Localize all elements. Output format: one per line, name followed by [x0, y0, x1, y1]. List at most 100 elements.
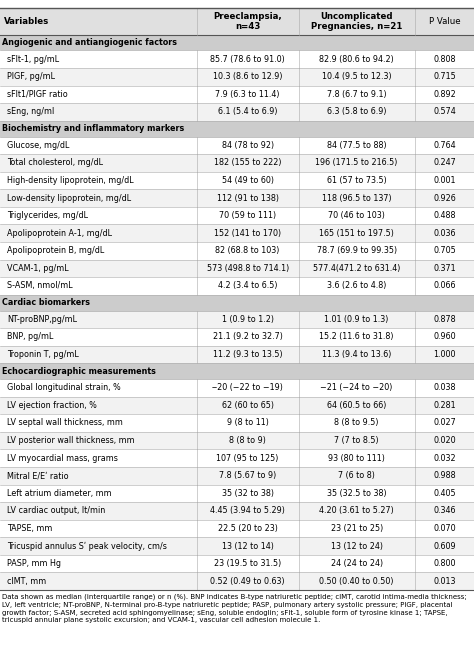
- Text: 0.988: 0.988: [433, 471, 456, 480]
- Text: Variables: Variables: [4, 17, 49, 26]
- Bar: [0, 277, 474, 295]
- Text: 118 (96.5 to 137): 118 (96.5 to 137): [322, 194, 392, 203]
- Text: 165 (151 to 197.5): 165 (151 to 197.5): [319, 229, 394, 238]
- Text: Troponin T, pg/mL: Troponin T, pg/mL: [7, 350, 79, 359]
- Text: Left atrium diameter, mm: Left atrium diameter, mm: [7, 489, 112, 498]
- Bar: [0, 121, 474, 137]
- Text: 0.808: 0.808: [433, 55, 456, 64]
- Text: 70 (59 to 111): 70 (59 to 111): [219, 211, 276, 220]
- Text: 0.020: 0.020: [433, 436, 456, 445]
- Text: 0.371: 0.371: [433, 264, 456, 273]
- Bar: [0, 189, 474, 207]
- Text: LV cardiac output, lt/min: LV cardiac output, lt/min: [7, 507, 105, 515]
- Text: 13 (12 to 14): 13 (12 to 14): [222, 542, 273, 550]
- Text: 24 (24 to 24): 24 (24 to 24): [331, 559, 383, 568]
- Text: −21 (−24 to −20): −21 (−24 to −20): [320, 383, 393, 392]
- Text: 84 (77.5 to 88): 84 (77.5 to 88): [327, 141, 386, 150]
- Text: Angiogenic and antiangiogenic factors: Angiogenic and antiangiogenic factors: [2, 38, 177, 47]
- Text: 7 (6 to 8): 7 (6 to 8): [338, 471, 375, 480]
- Text: ‒20 (−22 to −19): ‒20 (−22 to −19): [212, 383, 283, 392]
- Text: 82 (68.8 to 103): 82 (68.8 to 103): [216, 246, 280, 255]
- Text: 0.52 (0.49 to 0.63): 0.52 (0.49 to 0.63): [210, 577, 285, 585]
- Text: 0.892: 0.892: [433, 90, 456, 99]
- Text: 7.8 (6.7 to 9.1): 7.8 (6.7 to 9.1): [327, 90, 386, 99]
- Text: 15.2 (11.6 to 31.8): 15.2 (11.6 to 31.8): [319, 332, 394, 341]
- Text: Glucose, mg/dL: Glucose, mg/dL: [7, 141, 70, 150]
- Bar: [0, 379, 474, 396]
- Text: 0.574: 0.574: [433, 107, 456, 117]
- Text: Mitral E/Eʹ ratio: Mitral E/Eʹ ratio: [7, 471, 69, 480]
- Text: Total cholesterol, mg/dL: Total cholesterol, mg/dL: [7, 158, 103, 167]
- Bar: [0, 328, 474, 345]
- Text: sFlt1/PlGF ratio: sFlt1/PlGF ratio: [7, 90, 68, 99]
- Text: TAPSE, mm: TAPSE, mm: [7, 524, 53, 533]
- Text: LV myocardial mass, grams: LV myocardial mass, grams: [7, 453, 118, 463]
- Text: LV septal wall thickness, mm: LV septal wall thickness, mm: [7, 418, 123, 428]
- Bar: [0, 295, 474, 310]
- Text: 1.01 (0.9 to 1.3): 1.01 (0.9 to 1.3): [325, 315, 389, 324]
- Text: 62 (60 to 65): 62 (60 to 65): [222, 401, 273, 410]
- Text: Global longitudinal strain, %: Global longitudinal strain, %: [7, 383, 121, 392]
- Text: 0.036: 0.036: [433, 229, 456, 238]
- Text: VCAM-1, pg/mL: VCAM-1, pg/mL: [7, 264, 69, 273]
- Text: 0.070: 0.070: [433, 524, 456, 533]
- Text: 10.4 (9.5 to 12.3): 10.4 (9.5 to 12.3): [322, 72, 392, 82]
- Bar: [0, 225, 474, 242]
- Text: Low-density lipoprotein, mg/dL: Low-density lipoprotein, mg/dL: [7, 194, 131, 203]
- Bar: [0, 450, 474, 467]
- Text: 6.1 (5.4 to 6.9): 6.1 (5.4 to 6.9): [218, 107, 277, 117]
- Text: Echocardiographic measurements: Echocardiographic measurements: [2, 367, 156, 376]
- Bar: [0, 172, 474, 189]
- Text: 0.405: 0.405: [433, 489, 456, 498]
- Text: 35 (32 to 38): 35 (32 to 38): [222, 489, 273, 498]
- Text: 82.9 (80.6 to 94.2): 82.9 (80.6 to 94.2): [319, 55, 394, 64]
- Text: 0.013: 0.013: [433, 577, 456, 585]
- Text: 0.960: 0.960: [433, 332, 456, 341]
- Text: 84 (78 to 92): 84 (78 to 92): [222, 141, 273, 150]
- Bar: [0, 572, 474, 590]
- Bar: [0, 8, 474, 34]
- Text: Biochemistry and inflammatory markers: Biochemistry and inflammatory markers: [2, 124, 184, 133]
- Text: 70 (46 to 103): 70 (46 to 103): [328, 211, 385, 220]
- Bar: [0, 555, 474, 572]
- Text: 0.247: 0.247: [433, 158, 456, 167]
- Text: sEng, ng/ml: sEng, ng/ml: [7, 107, 55, 117]
- Bar: [0, 137, 474, 154]
- Bar: [0, 310, 474, 328]
- Bar: [0, 154, 474, 172]
- Text: Cardiac biomarkers: Cardiac biomarkers: [2, 298, 91, 307]
- Text: S-ASM, nmol/mL: S-ASM, nmol/mL: [7, 282, 73, 290]
- Text: 0.038: 0.038: [433, 383, 456, 392]
- Text: 23 (19.5 to 31.5): 23 (19.5 to 31.5): [214, 559, 281, 568]
- Text: 0.066: 0.066: [433, 282, 456, 290]
- Text: Uncomplicated
Pregnancies, n=21: Uncomplicated Pregnancies, n=21: [311, 12, 402, 31]
- Bar: [0, 414, 474, 432]
- Text: 8 (8 to 9): 8 (8 to 9): [229, 436, 266, 445]
- Text: 22.5 (20 to 23): 22.5 (20 to 23): [218, 524, 278, 533]
- Text: 107 (95 to 125): 107 (95 to 125): [217, 453, 279, 463]
- Text: 0.878: 0.878: [433, 315, 456, 324]
- Text: 0.715: 0.715: [433, 72, 456, 82]
- Bar: [0, 432, 474, 450]
- Text: 3.6 (2.6 to 4.8): 3.6 (2.6 to 4.8): [327, 282, 386, 290]
- Bar: [0, 50, 474, 68]
- Text: PlGF, pg/mL: PlGF, pg/mL: [7, 72, 55, 82]
- Text: P Value: P Value: [428, 17, 460, 26]
- Text: 0.027: 0.027: [433, 418, 456, 428]
- Text: 196 (171.5 to 216.5): 196 (171.5 to 216.5): [316, 158, 398, 167]
- Text: 577.4(471.2 to 631.4): 577.4(471.2 to 631.4): [313, 264, 401, 273]
- Text: 573 (498.8 to 714.1): 573 (498.8 to 714.1): [207, 264, 289, 273]
- Text: 1.000: 1.000: [433, 350, 456, 359]
- Bar: [0, 345, 474, 363]
- Text: 0.50 (0.40 to 0.50): 0.50 (0.40 to 0.50): [319, 577, 394, 585]
- Text: 13 (12 to 24): 13 (12 to 24): [331, 542, 383, 550]
- Text: Triglycerides, mg/dL: Triglycerides, mg/dL: [7, 211, 88, 220]
- Text: 0.281: 0.281: [433, 401, 456, 410]
- Bar: [0, 520, 474, 537]
- Bar: [0, 207, 474, 225]
- Text: cIMT, mm: cIMT, mm: [7, 577, 46, 585]
- Text: 0.764: 0.764: [433, 141, 456, 150]
- Text: 21.1 (9.2 to 32.7): 21.1 (9.2 to 32.7): [213, 332, 283, 341]
- Bar: [0, 537, 474, 555]
- Bar: [0, 467, 474, 485]
